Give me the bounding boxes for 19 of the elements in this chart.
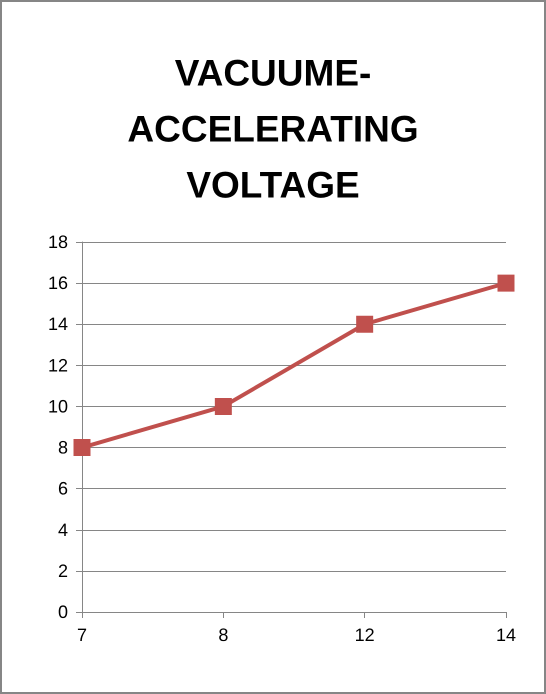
y-tick-label: 12 <box>48 355 68 376</box>
y-tick-label: 2 <box>58 560 68 581</box>
y-tick-label: 8 <box>58 438 68 458</box>
y-tick-label: 14 <box>48 314 68 334</box>
point <box>74 439 90 456</box>
point <box>214 398 232 415</box>
x-tick-label: 7 <box>76 625 88 645</box>
x-tick-label: 12 <box>354 625 375 645</box>
point <box>356 316 374 333</box>
point <box>498 274 514 292</box>
x-tick-label: 8 <box>218 625 228 645</box>
y-tick-label: 0 <box>58 602 68 622</box>
x-tick-label: 14 <box>496 625 516 645</box>
chart-title: VACUUME-ACCELERATING VOLTAGE <box>127 52 419 206</box>
y-tick-label: 4 <box>58 520 68 540</box>
y-tick-label: 16 <box>48 273 68 294</box>
y-tick-label: 18 <box>48 232 68 252</box>
y-tick-label: 10 <box>48 396 68 416</box>
y-tick-label: 6 <box>58 478 68 499</box>
